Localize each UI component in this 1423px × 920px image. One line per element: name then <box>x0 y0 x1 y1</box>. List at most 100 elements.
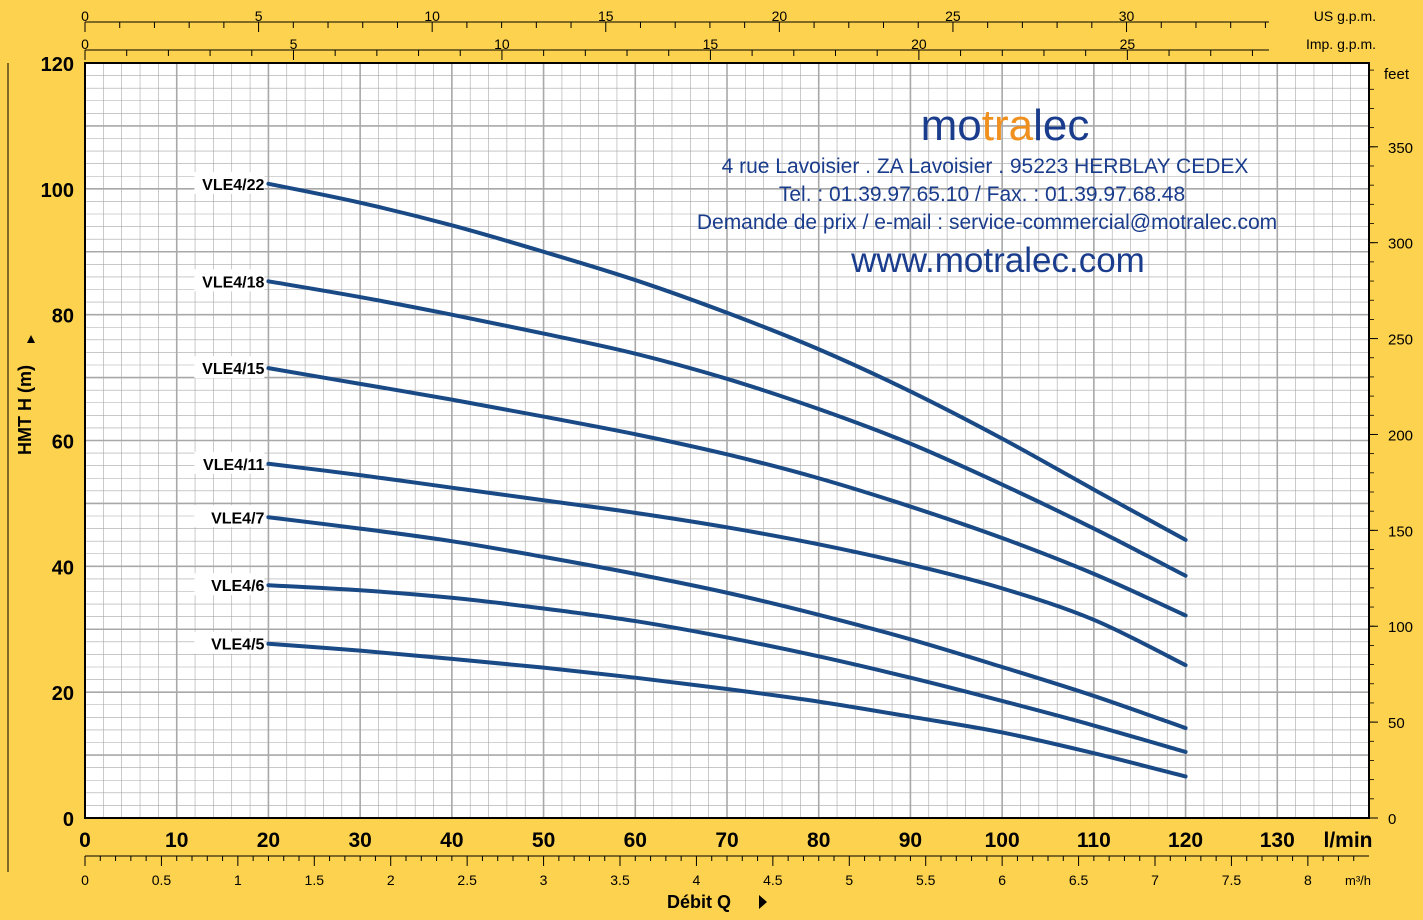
y-axis-arrow-icon <box>27 335 35 343</box>
series-label-vle4-11: VLE4/11 <box>203 457 264 474</box>
series-line-vle4-22 <box>266 181 1188 542</box>
series-curves <box>266 181 1188 779</box>
series-line-vle4-18 <box>266 279 1188 578</box>
imp-gpm-unit-label: Imp. g.p.m. <box>1306 36 1376 52</box>
m3h-tick-label: 6.5 <box>1069 872 1089 888</box>
m3h-tick-label: 4.5 <box>763 872 783 888</box>
imp-gpm-tick-label: 5 <box>290 36 298 52</box>
x-tick-label: 70 <box>715 829 738 852</box>
m3h-tick-label: 3 <box>540 872 548 888</box>
m3h-tick-label: 7 <box>1151 872 1159 888</box>
series-label-bg <box>194 631 265 654</box>
x-tick-label: 90 <box>899 829 922 852</box>
series-label-bg <box>194 269 265 292</box>
imp-gpm-tick-label: 15 <box>703 36 719 52</box>
m3h-tick-label: 1.5 <box>305 872 325 888</box>
m3h-tick-label: 5.5 <box>916 872 936 888</box>
x-tick-label: 10 <box>165 829 188 852</box>
x-tick-label: 0 <box>79 829 91 852</box>
m3h-tick-label: 2.5 <box>457 872 477 888</box>
feet-tick-label: 200 <box>1388 427 1413 444</box>
series-label-bg <box>194 505 265 528</box>
y-tick-label: 120 <box>41 54 74 76</box>
m3h-tick-label: 8 <box>1304 872 1312 888</box>
us-gpm-tick-label: 30 <box>1119 8 1135 24</box>
us-gpm-tick-label: 0 <box>81 8 89 24</box>
x-tick-label: 120 <box>1168 829 1203 852</box>
x-tick-label: 40 <box>440 829 463 852</box>
m3h-tick-label: 6 <box>998 872 1006 888</box>
m3h-tick-label: 0 <box>81 872 89 888</box>
y-tick-label: 100 <box>41 180 74 202</box>
series-label-bg <box>194 573 265 596</box>
m3h-tick-label: 3.5 <box>610 872 630 888</box>
us-gpm-tick-label: 15 <box>598 8 614 24</box>
us-gpm-unit-label: US g.p.m. <box>1314 8 1376 24</box>
feet-tick-label: 150 <box>1388 523 1413 540</box>
x-unit-label: l/min <box>1323 829 1372 852</box>
series-label-bg <box>194 451 265 474</box>
us-gpm-tick-label: 10 <box>424 8 440 24</box>
brand-email[interactable]: Demande de prix / e-mail : service-comme… <box>697 211 1277 234</box>
feet-tick-label: 350 <box>1388 140 1413 157</box>
feet-tick-label: 0 <box>1388 811 1396 828</box>
series-label-vle4-5: VLE4/5 <box>211 637 264 654</box>
brand-logo-part3: lec <box>1033 101 1089 150</box>
series-label-vle4-15: VLE4/15 <box>202 361 264 378</box>
y-axis-title: HMT H (m) <box>15 365 35 455</box>
feet-tick-label: 50 <box>1388 715 1405 732</box>
brand-website[interactable]: www.motralec.com <box>850 241 1145 280</box>
series-line-vle4-15 <box>266 366 1188 618</box>
series-label-bg <box>194 171 265 194</box>
m3h-unit-label: m³/h <box>1345 873 1371 888</box>
feet-tick-label: 250 <box>1388 332 1413 349</box>
series-line-vle4-11 <box>266 461 1188 668</box>
y-tick-label: 0 <box>63 809 74 831</box>
branding-block: motralec 4 rue Lavoisier . ZA Lavoisier … <box>697 101 1277 280</box>
x-tick-label: 80 <box>807 829 830 852</box>
x-tick-label: 110 <box>1077 829 1111 852</box>
x-tick-label: 60 <box>624 829 647 852</box>
m3h-tick-label: 2 <box>387 872 395 888</box>
series-line-vle4-5 <box>266 641 1188 779</box>
m3h-tick-label: 4 <box>693 872 701 888</box>
y-tick-label: 80 <box>52 306 74 328</box>
x-tick-label: 30 <box>348 829 371 852</box>
x-tick-label: 50 <box>532 829 555 852</box>
brand-phone: Tel. : 01.39.97.65.10 / Fax. : 01.39.97.… <box>779 183 1185 206</box>
series-label-vle4-22: VLE4/22 <box>202 177 264 194</box>
y-tick-label: 40 <box>52 557 74 579</box>
series-label-vle4-7: VLE4/7 <box>211 510 264 527</box>
feet-tick-label: 300 <box>1388 236 1413 253</box>
m3h-tick-label: 1 <box>234 872 242 888</box>
us-gpm-tick-label: 25 <box>945 8 961 24</box>
feet-unit-label: feet <box>1384 66 1410 83</box>
x-axis-arrow-icon <box>759 895 767 909</box>
series-label-vle4-6: VLE4/6 <box>211 578 264 595</box>
x-tick-label: 130 <box>1260 829 1295 852</box>
brand-address: 4 rue Lavoisier . ZA Lavoisier . 95223 H… <box>722 155 1249 178</box>
brand-logo: motralec <box>921 101 1090 150</box>
feet-tick-label: 100 <box>1388 619 1413 636</box>
m3h-tick-label: 5 <box>845 872 853 888</box>
brand-logo-part2: tra <box>982 101 1034 150</box>
plot-frame <box>84 62 1370 819</box>
imp-gpm-tick-label: 25 <box>1120 36 1136 52</box>
brand-logo-part1: mo <box>921 101 982 150</box>
x-tick-label: 100 <box>985 829 1020 852</box>
x-axis-title: Débit Q <box>667 892 731 912</box>
us-gpm-tick-label: 5 <box>255 8 263 24</box>
series-label-vle4-18: VLE4/18 <box>202 274 264 291</box>
imp-gpm-tick-label: 10 <box>494 36 510 52</box>
y-tick-label: 60 <box>52 432 74 454</box>
us-gpm-tick-label: 20 <box>772 8 788 24</box>
y-tick-label: 20 <box>52 683 74 705</box>
series-labels: VLE4/22 VLE4/18 VLE4/15 VLE4/11 VLE4/7 VLE4/6… <box>194 171 265 654</box>
imp-gpm-tick-label: 0 <box>81 36 89 52</box>
series-line-vle4-6 <box>266 583 1188 754</box>
series-label-bg <box>194 356 265 379</box>
m3h-tick-label: 7.5 <box>1222 872 1242 888</box>
